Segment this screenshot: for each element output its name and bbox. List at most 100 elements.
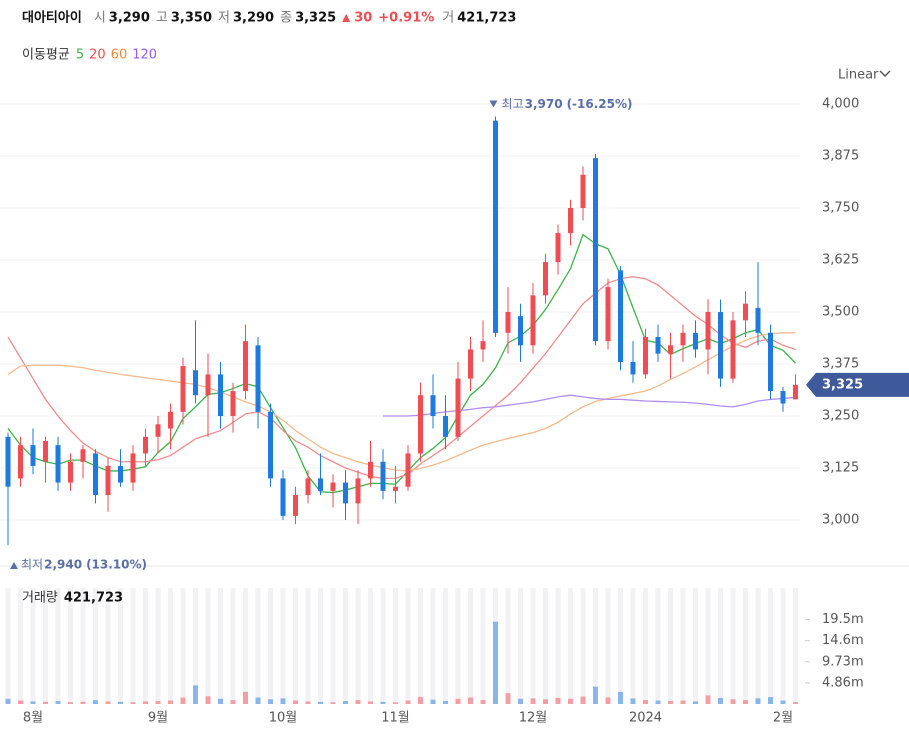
y-tick-label: 4,000 [822, 97, 859, 112]
x-tick-label: 2월 [773, 711, 793, 726]
candle-body [618, 270, 623, 362]
volume-bar [305, 701, 311, 704]
candle-body [643, 336, 648, 375]
candle-body [343, 482, 348, 504]
volume-bar [243, 691, 248, 704]
x-tick-label: 10월 [269, 711, 298, 726]
x-tick-label: 8월 [23, 711, 43, 726]
volume-bar [18, 700, 23, 704]
candle-body [393, 486, 398, 491]
ma-line [383, 394, 796, 417]
volume-tick-label: 19.5m [822, 612, 864, 627]
volume-bar [180, 697, 186, 704]
volume-bar [718, 697, 723, 704]
candle-body [30, 445, 36, 466]
volume-bar [330, 702, 336, 704]
ma-line [7, 276, 796, 480]
candle-body [743, 303, 748, 321]
volume-bar [530, 698, 536, 704]
candle-body [230, 391, 236, 417]
candle-body [105, 465, 111, 496]
y-tick-label: 3,250 [822, 409, 859, 424]
x-tick-label: 9월 [148, 711, 168, 726]
candle-body [705, 312, 711, 350]
candle-body [793, 384, 798, 400]
field-label: 거 [442, 11, 454, 26]
volume-bar [705, 695, 711, 704]
volume-bar [443, 700, 448, 704]
candle-body [205, 374, 211, 396]
low-marker [10, 561, 18, 569]
candle-body [18, 445, 23, 479]
volume-bar [93, 700, 98, 704]
field-value: 421,723 [457, 11, 516, 26]
volume-bar [455, 698, 461, 704]
volume-bar [293, 700, 298, 704]
volume-bar [605, 697, 611, 704]
volume-bar [405, 700, 411, 704]
volume-bar [668, 700, 673, 704]
volume-bar [280, 698, 286, 704]
candle-body [380, 461, 386, 491]
volume-title: 거래량 [22, 591, 58, 606]
volume-bar [268, 699, 273, 704]
volume-tick-label: 9.73m [822, 654, 864, 669]
ma-line [7, 332, 796, 472]
volume-bar [555, 697, 561, 704]
last-price-tag [806, 372, 909, 397]
volume-bar [380, 701, 386, 704]
candle-body [605, 287, 611, 342]
candle-body [305, 478, 311, 496]
candle-body [368, 461, 373, 479]
field-value: 3,290 [109, 11, 150, 26]
volume-bar [780, 700, 786, 704]
high-value: 3,970 [525, 97, 563, 111]
candle-body [768, 332, 773, 392]
candle-body [68, 461, 73, 483]
field-value: 3,325 [295, 11, 336, 26]
low-pct: (13.10%) [86, 557, 147, 571]
candle-body [130, 453, 136, 483]
volume-bar [355, 700, 361, 704]
candle-body [505, 312, 511, 333]
change-amount: 30 [354, 11, 372, 26]
volume-bar [655, 700, 661, 704]
candle-body [43, 440, 48, 462]
volume-bar [255, 697, 261, 704]
ma-legend-item: 5 [76, 48, 84, 63]
y-tick-label: 3,625 [822, 253, 859, 268]
volume-bar [418, 697, 423, 704]
candle-body [568, 208, 573, 233]
volume-bar [343, 700, 348, 704]
candle-body [218, 374, 223, 417]
candle-body [118, 465, 123, 483]
candle-body [718, 312, 723, 379]
ma-legend-item: 120 [132, 48, 157, 63]
chevron[interactable] [879, 70, 891, 78]
ma-legend: 이동평균 5 20 60 120 [22, 48, 157, 63]
x-tick-label: 12월 [519, 711, 548, 726]
volume-bar [318, 701, 323, 704]
candle-body [580, 174, 586, 209]
volume-bar [105, 701, 111, 704]
candle-body [468, 349, 473, 379]
candle-body [480, 341, 486, 350]
candle-body [418, 395, 423, 454]
y-tick-label: 3,875 [822, 149, 859, 164]
volume-bar [368, 701, 373, 704]
candle-body [293, 495, 298, 516]
volume-bar [118, 701, 123, 704]
candle-body [493, 120, 498, 333]
volume-bar [168, 700, 173, 704]
last-price-label: 3,325 [822, 377, 863, 392]
volume-bar [430, 699, 436, 704]
low-label: 최저 [21, 557, 43, 571]
candle-body [193, 370, 198, 396]
volume-bar [518, 698, 523, 704]
candle-body [668, 345, 673, 354]
volume-bar [218, 698, 223, 704]
candle-body [255, 345, 261, 412]
scale-mode[interactable]: Linear [838, 68, 879, 83]
volume-bar [43, 701, 48, 704]
